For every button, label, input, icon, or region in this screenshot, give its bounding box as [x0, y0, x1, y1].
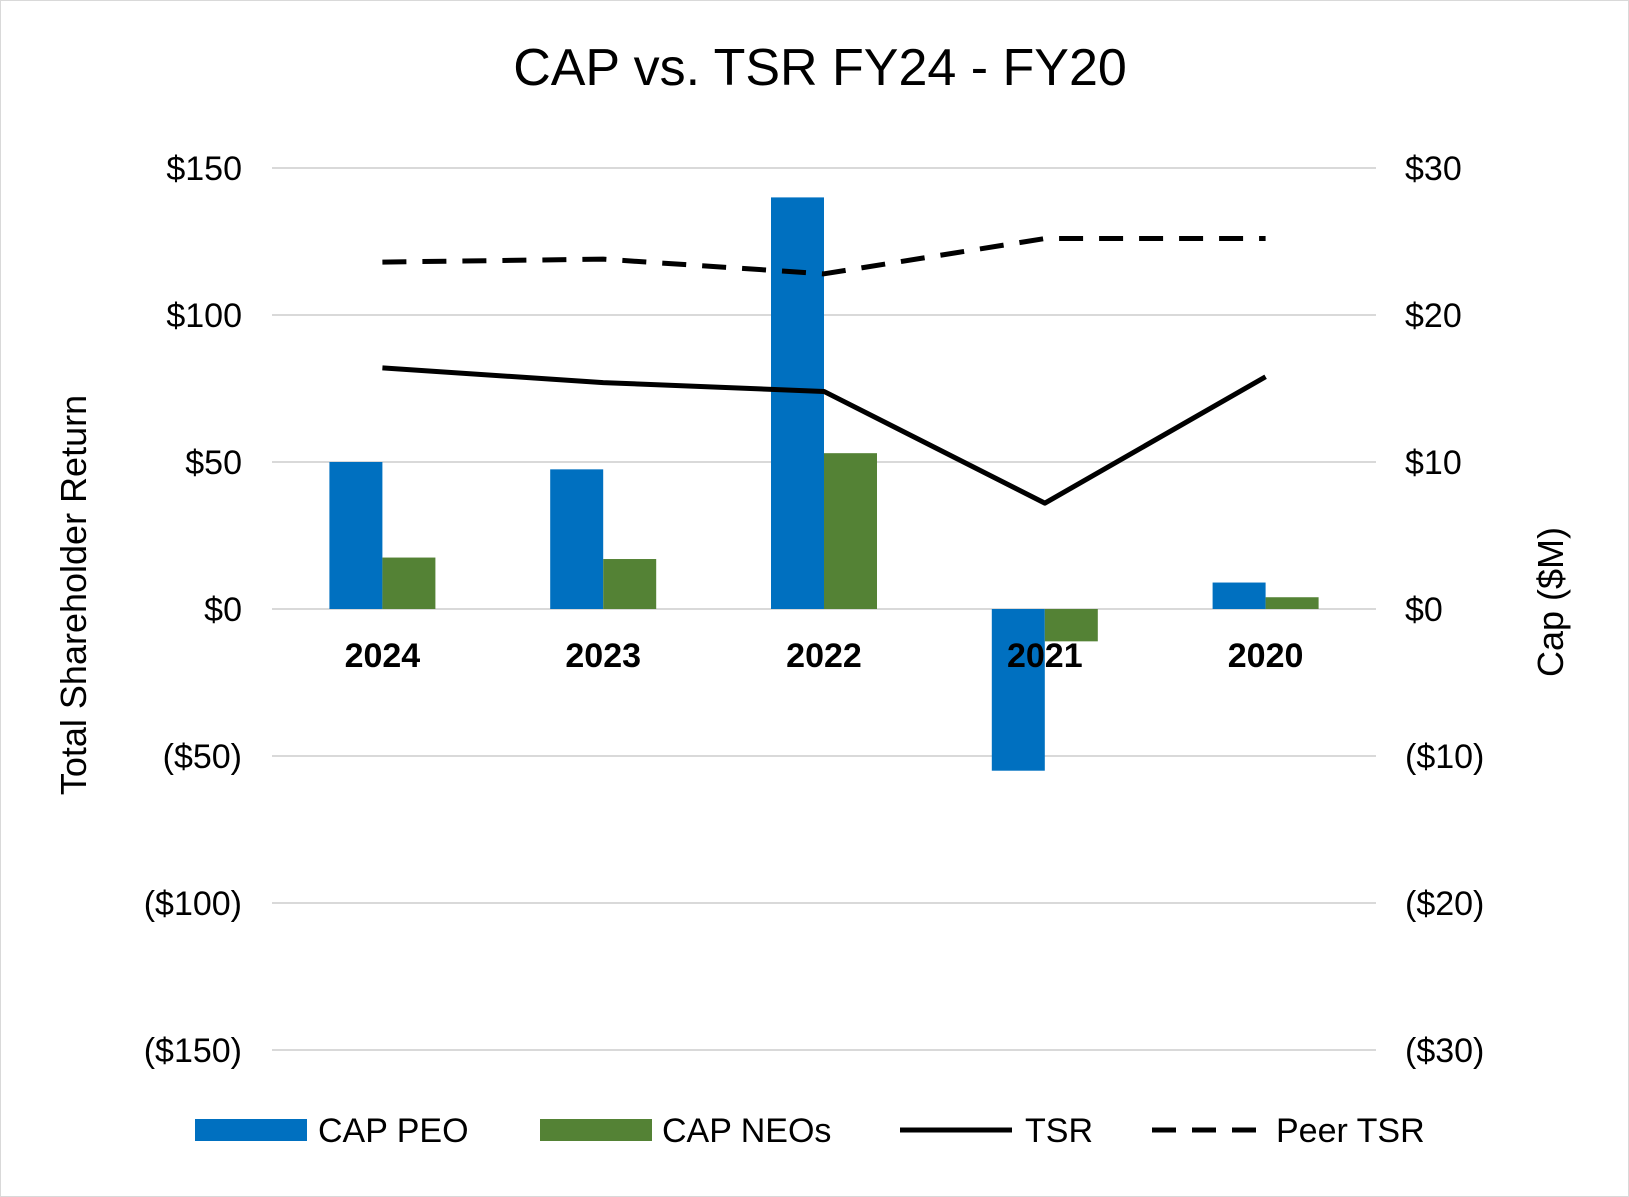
left-tick-label: $50 — [185, 444, 242, 482]
left-tick-label: ($100) — [144, 885, 242, 923]
right-tick-label: ($10) — [1405, 738, 1484, 776]
bar-cap-peo — [771, 197, 824, 609]
bar-cap-neos — [1265, 597, 1319, 609]
legend-swatch — [195, 1119, 307, 1141]
lines — [382, 236, 1267, 506]
legend-swatch — [540, 1119, 652, 1141]
bar-cap-peo — [1212, 582, 1266, 609]
legend-label: CAP PEO — [318, 1112, 469, 1150]
line-tsr — [382, 365, 1267, 506]
category-label: 2023 — [565, 637, 641, 675]
left-tick-label: $150 — [166, 150, 242, 188]
gridlines — [272, 167, 1376, 1051]
right-tick-label: ($30) — [1405, 1032, 1484, 1070]
bar-cap-neos — [603, 559, 657, 609]
left-tick-label: $0 — [204, 591, 242, 629]
right-tick-label: $0 — [1405, 591, 1443, 629]
bar-cap-neos — [382, 557, 436, 609]
bars — [329, 197, 1319, 771]
category-label: 2020 — [1228, 637, 1304, 675]
right-tick-label: $30 — [1405, 150, 1462, 188]
category-label: 2022 — [786, 637, 862, 675]
bar-cap-peo — [329, 462, 383, 609]
category-labels: 2024 2023 2022 2021 2020 — [345, 637, 1304, 675]
left-tick-label: ($50) — [163, 738, 242, 776]
right-axis-ticks: $30 $20 $10 $0 ($10) ($20) ($30) — [1405, 150, 1484, 1070]
category-label: 2021 — [1007, 637, 1083, 675]
y2-axis-title: Cap ($M) — [1530, 527, 1571, 677]
line-peer-tsr — [382, 236, 1266, 277]
legend-label: CAP NEOs — [662, 1112, 831, 1150]
bar-cap-peo — [991, 609, 1045, 771]
chart-title: CAP vs. TSR FY24 - FY20 — [513, 39, 1127, 97]
right-tick-label: $20 — [1405, 297, 1462, 335]
left-tick-label: ($150) — [144, 1032, 242, 1070]
bar-cap-peo — [550, 469, 604, 609]
category-label: 2024 — [345, 637, 421, 675]
left-axis-ticks: $150 $100 $50 $0 ($50) ($100) ($150) — [144, 150, 242, 1070]
right-tick-label: ($20) — [1405, 885, 1484, 923]
bar-cap-neos — [824, 453, 877, 609]
legend-label: Peer TSR — [1276, 1112, 1425, 1150]
bar-cap-neos — [1044, 609, 1098, 642]
legend: CAP PEO CAP NEOs TSR Peer TSR — [195, 1112, 1425, 1150]
y-axis-title: Total Shareholder Return — [53, 395, 94, 795]
legend-label: TSR — [1025, 1112, 1093, 1150]
left-tick-label: $100 — [166, 297, 242, 335]
right-tick-label: $10 — [1405, 444, 1462, 482]
